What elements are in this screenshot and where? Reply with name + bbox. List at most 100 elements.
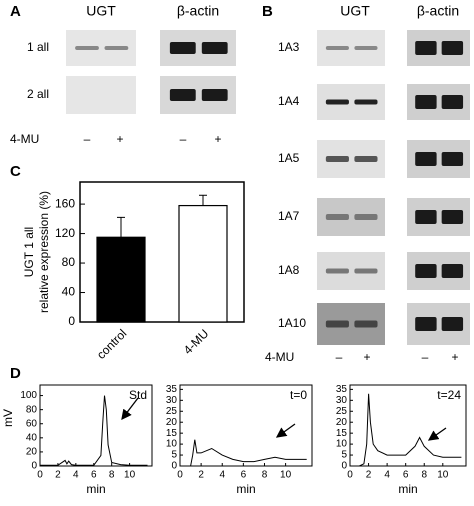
x-axis-label: min — [86, 482, 105, 496]
y-tick-label: 5 — [171, 450, 177, 461]
y-tick-label: 40 — [62, 285, 76, 299]
gel-band — [104, 46, 129, 50]
panel-letter: B — [262, 3, 273, 20]
y-tick-label: 35 — [336, 384, 348, 395]
x-tick-label: 2 — [55, 470, 61, 481]
gel-band — [354, 156, 378, 162]
x-tick-label: 10 — [124, 470, 136, 481]
y-tick-label: 160 — [55, 196, 75, 210]
gel-band — [325, 268, 349, 274]
x-tick-label: 2 — [198, 470, 204, 481]
lane-label: + — [116, 132, 123, 146]
panel-letter: D — [10, 365, 21, 382]
gel-band — [201, 42, 228, 54]
y-tick-label: 0 — [68, 314, 75, 328]
row-label: 1A3 — [278, 40, 300, 54]
arrow — [427, 427, 447, 441]
y-tick-label: 25 — [166, 406, 178, 417]
gel-band — [415, 264, 437, 278]
column-header: UGT — [86, 3, 116, 19]
y-tick-label: 10 — [166, 439, 178, 450]
plot-frame — [39, 384, 153, 467]
y-tick-label: 20 — [166, 417, 178, 428]
y-tick-label: 25 — [336, 406, 348, 417]
gel-band — [201, 89, 228, 101]
row-label: 1A5 — [278, 151, 300, 165]
y-axis-label: relative expression (%) — [37, 191, 51, 313]
x-axis-label: min — [398, 482, 417, 496]
y-tick-label: 30 — [336, 395, 348, 406]
plot-frame — [179, 384, 313, 467]
y-tick-label: 0 — [341, 461, 347, 472]
gel-band — [415, 210, 437, 224]
arrow — [121, 397, 139, 421]
y-tick-label: 80 — [26, 404, 38, 415]
gel-band — [441, 41, 464, 55]
y-tick-label: 15 — [166, 428, 178, 439]
x-tick-label: 4 — [384, 470, 390, 481]
gel-band — [354, 46, 378, 50]
bar — [96, 236, 146, 323]
y-tick-label: 5 — [341, 450, 347, 461]
panel-letter: A — [10, 3, 21, 20]
x-tick-label: 0 — [177, 470, 183, 481]
lane-label: – — [84, 132, 91, 146]
treatment-label: 4-MU — [10, 132, 39, 146]
column-header: UGT — [340, 3, 370, 19]
x-tick-label: 6 — [403, 470, 409, 481]
x-axis-label: min — [236, 482, 255, 496]
y-tick-label: 120 — [55, 226, 75, 240]
x-tick-label: 4 — [73, 470, 79, 481]
x-tick-label: control — [94, 326, 129, 361]
x-tick-label: 6 — [241, 470, 247, 481]
row-label: 1A7 — [278, 209, 300, 223]
gel-band — [441, 152, 464, 166]
trace — [350, 393, 462, 467]
gel-band — [169, 89, 196, 101]
gel-band — [415, 41, 437, 55]
lane-label: – — [180, 132, 187, 146]
gel-band — [354, 268, 378, 274]
panel-letter: C — [10, 163, 21, 180]
row-label: 1A4 — [278, 94, 300, 108]
x-tick-label: 2 — [366, 470, 372, 481]
lane-label: – — [336, 350, 343, 364]
gel-band — [325, 320, 349, 328]
column-header: β-actin — [417, 3, 459, 19]
y-tick-label: 20 — [26, 447, 38, 458]
gel-band — [75, 46, 99, 50]
y-tick-label: 100 — [20, 390, 37, 401]
y-tick-label: 40 — [26, 432, 38, 443]
x-tick-label: 8 — [421, 470, 427, 481]
y-tick-label: 10 — [336, 439, 348, 450]
y-tick-label: 0 — [171, 461, 177, 472]
gel-band — [169, 42, 196, 54]
lane-label: + — [451, 350, 458, 364]
y-tick-label: 60 — [26, 418, 38, 429]
y-tick-label: 20 — [336, 417, 348, 428]
gel-band — [441, 264, 464, 278]
x-tick-label: 4 — [219, 470, 225, 481]
x-tick-label: 8 — [109, 470, 115, 481]
gel-band — [415, 95, 437, 109]
arrow — [275, 423, 296, 438]
y-tick-label: 15 — [336, 428, 348, 439]
gel-band — [441, 95, 464, 109]
x-tick-label: 4-MU — [181, 326, 212, 357]
gel-band — [354, 214, 378, 220]
gel-band — [415, 152, 437, 166]
gel — [66, 76, 136, 114]
gel-band — [325, 156, 349, 162]
y-axis-label: UGT 1 all — [22, 227, 36, 277]
lane-label: + — [214, 132, 221, 146]
x-tick-label: 6 — [91, 470, 97, 481]
row-label: 2 all — [27, 87, 49, 101]
column-header: β-actin — [177, 3, 219, 19]
row-label: 1A10 — [278, 316, 306, 330]
gel-band — [441, 210, 464, 224]
y-axis-label: mV — [1, 409, 15, 427]
gel-band — [325, 99, 349, 105]
gel-band — [354, 99, 378, 105]
gel-band — [325, 46, 349, 50]
row-label: 1A8 — [278, 263, 300, 277]
